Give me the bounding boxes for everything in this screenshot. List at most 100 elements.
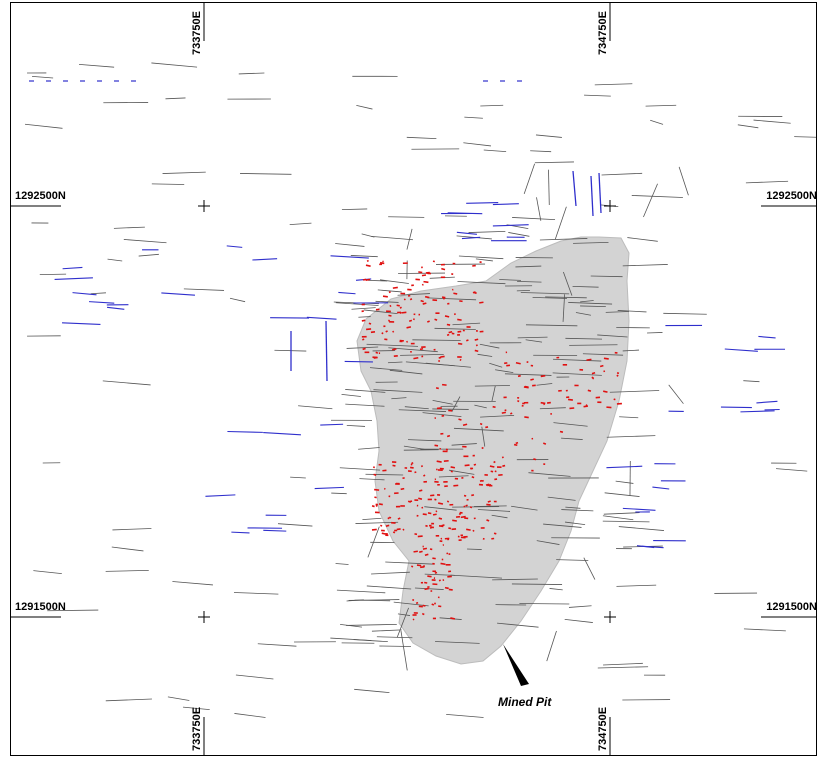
- drill-trace: [512, 217, 556, 221]
- intercept-mark: [521, 404, 524, 407]
- drill-trace: [112, 528, 152, 531]
- intercept-mark: [446, 434, 451, 438]
- drill-trace: [335, 302, 379, 306]
- drill-trace: [565, 506, 581, 509]
- drill-trace-blue: [330, 255, 369, 259]
- drill-trace: [335, 243, 365, 247]
- intercept-mark: [540, 374, 546, 378]
- drill-trace: [446, 713, 484, 718]
- drill-trace: [448, 469, 475, 475]
- intercept-mark: [362, 347, 366, 351]
- drill-trace: [480, 415, 515, 418]
- drill-trace: [47, 609, 99, 612]
- drill-trace-blue: [598, 172, 602, 214]
- intercept-mark: [422, 547, 428, 550]
- intercept-mark: [586, 358, 592, 361]
- drill-trace-blue: [54, 277, 93, 280]
- drill-trace: [361, 233, 375, 238]
- intercept-mark: [440, 562, 446, 566]
- intercept-mark: [437, 596, 440, 599]
- drill-trace: [668, 384, 684, 404]
- drill-trace-blue: [466, 201, 499, 204]
- drill-trace: [397, 293, 430, 296]
- intercept-mark: [458, 418, 462, 421]
- drill-trace: [298, 405, 333, 410]
- drill-trace: [240, 173, 292, 175]
- intercept-mark: [407, 500, 412, 503]
- drill-trace-blue: [88, 301, 115, 304]
- intercept-mark: [546, 401, 551, 404]
- drill-trace: [480, 104, 504, 107]
- intercept-mark: [479, 422, 483, 426]
- drill-trace: [351, 307, 376, 310]
- intercept-mark: [457, 318, 462, 321]
- drill-trace: [547, 496, 576, 501]
- intercept-mark: [432, 260, 436, 263]
- drill-trace: [556, 559, 589, 561]
- intercept-mark: [410, 466, 414, 469]
- drill-trace: [32, 76, 54, 79]
- intercept-mark: [583, 405, 588, 408]
- drill-trace: [552, 372, 602, 376]
- drill-trace: [554, 206, 567, 240]
- drill-trace: [590, 275, 623, 278]
- drill-trace: [573, 241, 609, 244]
- drill-trace: [358, 447, 380, 450]
- drill-trace: [572, 285, 599, 288]
- intercept-mark: [431, 603, 435, 606]
- drill-trace-blue: [325, 320, 328, 382]
- easting-label-top-right: 734750E: [597, 11, 609, 55]
- intercept-mark: [587, 389, 592, 392]
- drill-trace: [277, 523, 313, 527]
- drill-trace: [584, 94, 611, 97]
- drill-trace: [650, 119, 664, 125]
- drill-trace: [539, 238, 588, 241]
- intercept-mark: [515, 361, 521, 365]
- drill-trace-blue: [461, 236, 481, 240]
- intercept-mark: [591, 371, 596, 375]
- intercept-mark: [441, 267, 446, 271]
- drill-trace: [561, 509, 594, 512]
- northing-label-lower-right: 1291500N: [766, 601, 817, 613]
- intercept-mark: [457, 342, 463, 345]
- drill-trace: [568, 605, 592, 608]
- drill-trace: [90, 292, 106, 295]
- drill-trace: [427, 297, 477, 301]
- intercept-mark: [515, 441, 519, 445]
- intercept-mark: [418, 489, 423, 492]
- intercept-mark: [426, 272, 429, 275]
- intercept-mark: [474, 338, 479, 341]
- intercept-mark: [446, 552, 449, 555]
- intercept-mark: [375, 351, 379, 354]
- drill-trace: [753, 119, 791, 124]
- intercept-mark: [434, 571, 438, 574]
- drill-trace: [229, 297, 246, 303]
- drill-trace: [536, 197, 542, 221]
- drill-trace: [183, 288, 225, 291]
- drill-trace: [477, 509, 511, 512]
- drill-trace: [403, 449, 439, 451]
- drill-trace: [618, 526, 665, 531]
- drill-trace: [354, 688, 390, 694]
- drill-trace: [368, 279, 388, 282]
- drill-trace: [535, 134, 562, 138]
- drill-trace: [373, 389, 423, 393]
- intercept-mark: [469, 506, 473, 509]
- drill-trace: [597, 666, 649, 669]
- intercept-mark: [444, 315, 450, 318]
- drill-trace: [594, 83, 633, 86]
- easting-label-bottom-right: 734750E: [597, 707, 609, 751]
- intercept-mark: [380, 524, 383, 527]
- drill-trace-blue: [652, 486, 670, 490]
- northing-label-lower-left: 1291500N: [15, 601, 66, 613]
- intercept-mark: [616, 372, 620, 375]
- intercept-mark: [411, 565, 414, 568]
- drill-trace: [450, 574, 503, 579]
- drill-trace: [645, 104, 677, 107]
- intercept-mark: [466, 339, 469, 342]
- intercept-mark: [438, 517, 443, 520]
- drill-trace: [331, 492, 347, 495]
- drill-trace: [458, 255, 504, 260]
- drill-trace-blue: [756, 400, 778, 404]
- intercept-mark: [422, 604, 426, 607]
